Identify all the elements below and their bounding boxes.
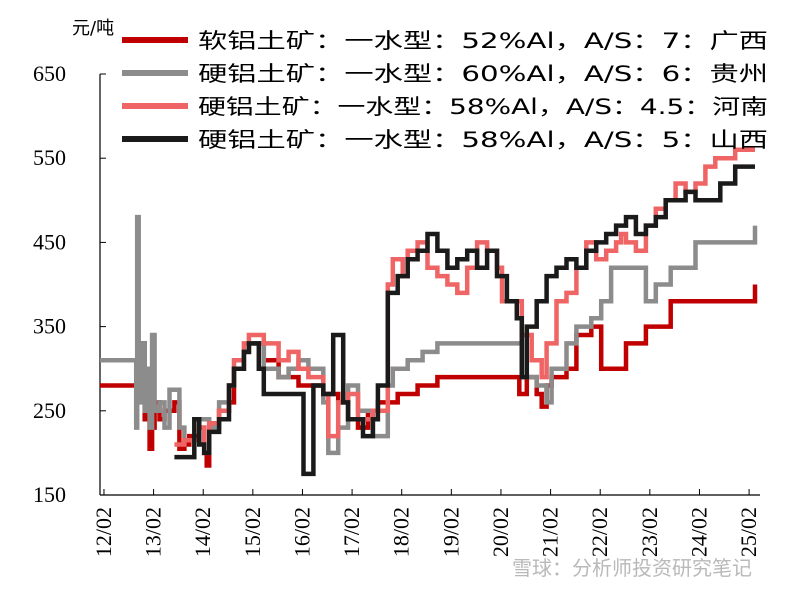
x-tick-label: 14/02 (190, 507, 215, 557)
x-tick-label: 24/02 (686, 507, 711, 557)
x-tick-label: 25/02 (736, 507, 761, 557)
x-tick-label: 21/02 (538, 507, 563, 557)
x-tick-label: 15/02 (240, 507, 265, 557)
y-tick-label: 250 (33, 398, 66, 423)
y-tick-label: 350 (33, 314, 66, 339)
legend-label-3: 硬铝土矿：一水型：58%Al，A/S：4.5：河南 (198, 95, 768, 119)
y-tick-label: 550 (33, 145, 66, 170)
x-tick-label: 12/02 (91, 507, 116, 557)
x-tick-label: 16/02 (289, 507, 314, 557)
x-tick-label: 22/02 (587, 507, 612, 557)
watermark-text: 雪球：分析师投资研究笔记 (512, 556, 752, 580)
x-tick-label: 20/02 (488, 507, 513, 557)
y-tick-label: 650 (33, 61, 66, 86)
legend-label-2: 硬铝土矿：一水型：60%Al，A/S：6：贵州 (198, 62, 768, 86)
series-line-3 (174, 147, 755, 456)
legend-label-1: 软铝土矿：一水型：52%Al，A/S：7：广西 (198, 29, 768, 53)
y-tick-label: 150 (33, 482, 66, 507)
y-tick-labels: 150 250 350 450 550 650 (33, 61, 66, 507)
x-tick-label: 17/02 (339, 507, 364, 557)
x-tick-labels: 12/02 13/02 14/02 15/02 16/02 17/02 18/02 19/02… (91, 507, 761, 557)
series-line-4 (174, 164, 755, 477)
x-tick-label: 13/02 (141, 507, 166, 557)
series-lines (100, 147, 758, 477)
x-tick-label: 18/02 (389, 507, 414, 557)
series-line-2 (100, 214, 758, 456)
y-unit-label: 元/吨 (72, 18, 114, 39)
x-tick-label: 19/02 (438, 507, 463, 557)
y-tick-label: 450 (33, 229, 66, 254)
legend-label-4: 硬铝土矿：一水型：58%Al，A/S：5：山西 (198, 128, 768, 152)
axes (99, 73, 760, 496)
legend: 软铝土矿：一水型：52%Al，A/S：7：广西硬铝土矿：一水型：60%Al，A/… (122, 29, 768, 152)
x-tick-label: 23/02 (637, 507, 662, 557)
